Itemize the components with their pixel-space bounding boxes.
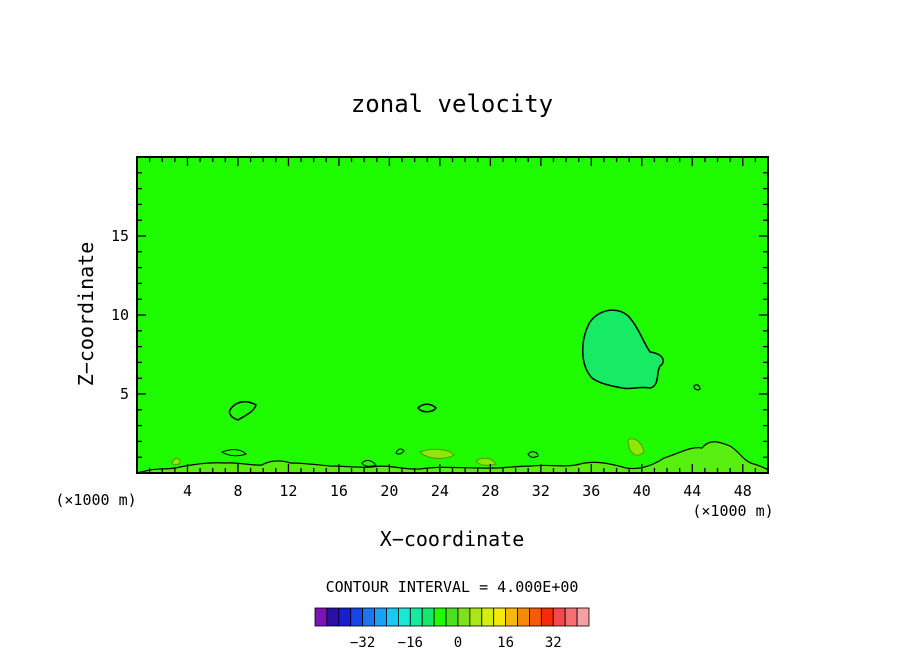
colorbar-swatch bbox=[481, 607, 495, 627]
x-tick-label: 40 bbox=[633, 482, 651, 500]
surface-band bbox=[136, 441, 769, 474]
colorbar-swatch bbox=[326, 607, 340, 627]
colorbar-tick-label: 0 bbox=[454, 635, 462, 651]
colorbar-swatch bbox=[350, 607, 364, 627]
y-tick-label: 5 bbox=[120, 385, 129, 403]
surface-contour-3 bbox=[220, 449, 247, 457]
x-tick-label: 36 bbox=[582, 482, 600, 500]
contour-interval-label: CONTOUR INTERVAL = 4.000E+00 bbox=[326, 578, 579, 596]
x-tick-label: 28 bbox=[481, 482, 499, 500]
x-tick-label: 16 bbox=[330, 482, 348, 500]
chart-title: zonal velocity bbox=[351, 90, 553, 118]
x-axis: 4 8 12 16 20 24 28 32 36 40 44 48 bbox=[148, 157, 757, 500]
x-tick-label: 20 bbox=[380, 482, 398, 500]
colorbar-swatch bbox=[409, 607, 423, 627]
x-tick-label: 4 bbox=[183, 482, 192, 500]
small-anomaly-contour-3 bbox=[693, 384, 701, 391]
small-anomaly-contour-1 bbox=[228, 400, 257, 421]
x-tick-label: 44 bbox=[683, 482, 701, 500]
surface-contour-1 bbox=[419, 448, 455, 459]
colorbar-swatch bbox=[540, 607, 554, 627]
x-axis-title: X−coordinate bbox=[380, 527, 525, 551]
colorbar-swatch bbox=[445, 607, 459, 627]
colorbar-tick-label: −32 bbox=[350, 635, 375, 651]
colorbar-swatch bbox=[493, 607, 507, 627]
colorbar-swatch bbox=[505, 607, 518, 627]
colorbar-swatch bbox=[397, 607, 411, 627]
colorbar-swatch bbox=[433, 607, 447, 627]
colorbar-swatch bbox=[362, 607, 375, 627]
colorbar-swatch bbox=[469, 607, 483, 627]
x-tick-label: 24 bbox=[431, 482, 449, 500]
colorbar-swatch bbox=[564, 607, 578, 627]
colorbar-swatch bbox=[517, 607, 530, 627]
y-tick-label: 10 bbox=[111, 306, 129, 324]
contour-features bbox=[136, 309, 769, 474]
colorbar-tick-labels: −32 −16 0 16 32 bbox=[350, 635, 562, 651]
surface-contour-2 bbox=[627, 438, 645, 456]
colorbar-tick-label: 16 bbox=[497, 635, 514, 651]
surface-contour-4 bbox=[171, 457, 181, 466]
y-axis: 5 10 15 bbox=[111, 172, 768, 458]
colorbar-swatch bbox=[421, 607, 435, 627]
colorbar-swatch bbox=[338, 607, 352, 627]
colorbar-tick-label: −16 bbox=[398, 635, 423, 651]
y-tick-label: 15 bbox=[111, 227, 129, 245]
x-tick-label: 32 bbox=[532, 482, 550, 500]
x-unit-label-right: (×1000 m) bbox=[692, 502, 773, 520]
surface-contour-7 bbox=[475, 457, 497, 466]
colorbar-swatch bbox=[529, 607, 542, 627]
surface-contour-5 bbox=[395, 448, 405, 455]
plot-background bbox=[137, 157, 768, 473]
surface-contour-8 bbox=[361, 460, 377, 467]
colorbar bbox=[314, 607, 590, 627]
colorbar-swatch bbox=[552, 607, 566, 627]
x-tick-label: 12 bbox=[279, 482, 297, 500]
y-axis-title: Z−coordinate bbox=[74, 242, 98, 387]
large-anomaly-contour bbox=[582, 309, 664, 390]
colorbar-swatch bbox=[457, 607, 471, 627]
colorbar-swatch bbox=[314, 607, 328, 627]
x-tick-label: 8 bbox=[233, 482, 242, 500]
colorbar-swatch bbox=[374, 607, 387, 627]
colorbar-tick-label: 32 bbox=[545, 635, 562, 651]
colorbar-swatch bbox=[386, 607, 399, 627]
colorbar-swatch bbox=[576, 607, 590, 627]
x-unit-label-left: (×1000 m) bbox=[55, 491, 136, 509]
surface-contour-6 bbox=[527, 451, 539, 458]
x-tick-label: 48 bbox=[734, 482, 752, 500]
small-anomaly-contour-2 bbox=[416, 403, 438, 413]
